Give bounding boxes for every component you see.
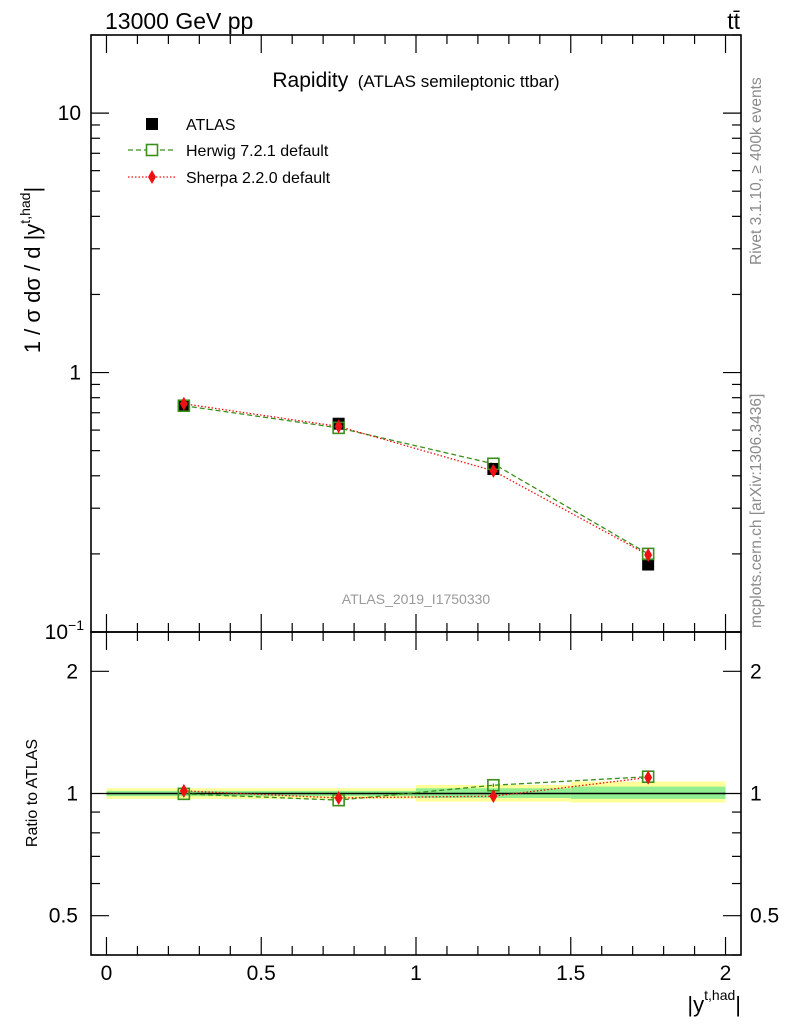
energy-label: 13000 GeV pp — [105, 8, 253, 34]
rivet-label: Rivet 3.1.10, ≥ 400k events — [748, 77, 765, 265]
ratio-y-tick-label-right: 2 — [750, 660, 762, 683]
mcplots-label: mcplots.cern.ch [arXiv:1306.3436] — [748, 394, 765, 628]
legend-item-sherpa: Sherpa 2.2.0 default — [128, 170, 331, 187]
process-label: tt̄ — [727, 8, 740, 34]
legend-herwig-marker — [145, 143, 159, 157]
legend-item-atlas: ATLAS — [146, 117, 236, 134]
x-axis-label-text: |y — [687, 992, 704, 1017]
analysis-id-label: ATLAS_2019_I1750330 — [342, 591, 491, 607]
ratio-y-tick-label: 2 — [66, 660, 78, 683]
x-axis-label: |yt,had| — [687, 987, 741, 1017]
ratio-y-tick-label-right: 0.5 — [750, 905, 779, 928]
x-tick-label: 0.5 — [247, 962, 276, 985]
x-axis-label-end: | — [735, 992, 741, 1017]
herwig-line — [183, 405, 649, 555]
ratio-y-axis-label: Ratio to ATLAS — [24, 739, 41, 847]
legend-atlas-label: ATLAS — [186, 117, 236, 134]
sherpa-ratio-point — [334, 790, 343, 805]
sherpa-ratio-point — [644, 770, 653, 785]
herwig-ratio-line — [183, 776, 649, 801]
atlas-point — [642, 558, 655, 571]
ratio-y-tick-label: 0.5 — [49, 905, 78, 928]
x-tick-label: 0 — [101, 962, 113, 985]
legend-sherpa-marker — [148, 170, 156, 184]
plot-title-subtitle: (ATLAS semileptonic ttbar) — [358, 72, 560, 91]
x-tick-label: 1.5 — [556, 962, 585, 985]
legend-sherpa-label: Sherpa 2.2.0 default — [186, 170, 331, 187]
legend-atlas-marker — [146, 118, 158, 130]
sherpa-point — [179, 396, 188, 411]
sherpa-line — [183, 403, 649, 556]
sherpa-point — [489, 463, 498, 478]
main-y-tick-label-base: 10 — [58, 102, 81, 125]
sherpa-ratio-point — [179, 783, 188, 798]
main-y-tick-label-exp: −1 — [68, 617, 84, 633]
plot-title: Rapidity (ATLAS semileptonic ttbar) — [272, 69, 559, 92]
x-tick-label: 2 — [720, 962, 732, 985]
main-y-axis-label-text: 1 / σ dσ / d |y — [20, 224, 45, 353]
ratio-y-tick-label: 1 — [66, 783, 78, 806]
main-y-tick-label: 10 — [58, 102, 81, 125]
legend-item-herwig: Herwig 7.2.1 default — [128, 143, 329, 160]
plot-title-main: Rapidity — [272, 69, 348, 92]
sherpa-point — [334, 419, 343, 434]
main-y-axis-label: 1 / σ dσ / d |yt,had| — [17, 187, 45, 353]
x-axis-label-sup: t,had — [704, 987, 735, 1003]
main-y-tick-label: 10−1 — [45, 617, 85, 644]
legend-herwig-label: Herwig 7.2.1 default — [186, 143, 329, 160]
main-y-tick-label: 1 — [69, 362, 81, 385]
x-tick-label: 1 — [410, 962, 422, 985]
sherpa-ratio-point — [489, 789, 498, 804]
main-y-tick-label-base: 10 — [45, 621, 68, 644]
main-y-axis-label-sup: t,had — [17, 193, 33, 224]
sherpa-ratio-line — [183, 776, 649, 799]
sherpa-point — [644, 548, 653, 563]
main-y-axis-label-end: | — [20, 187, 45, 193]
main-y-tick-label-base: 1 — [69, 362, 81, 385]
ratio-y-tick-label-right: 1 — [750, 783, 762, 806]
legend: ATLAS Herwig 7.2.1 default Sherpa 2.2.0 … — [128, 117, 331, 187]
